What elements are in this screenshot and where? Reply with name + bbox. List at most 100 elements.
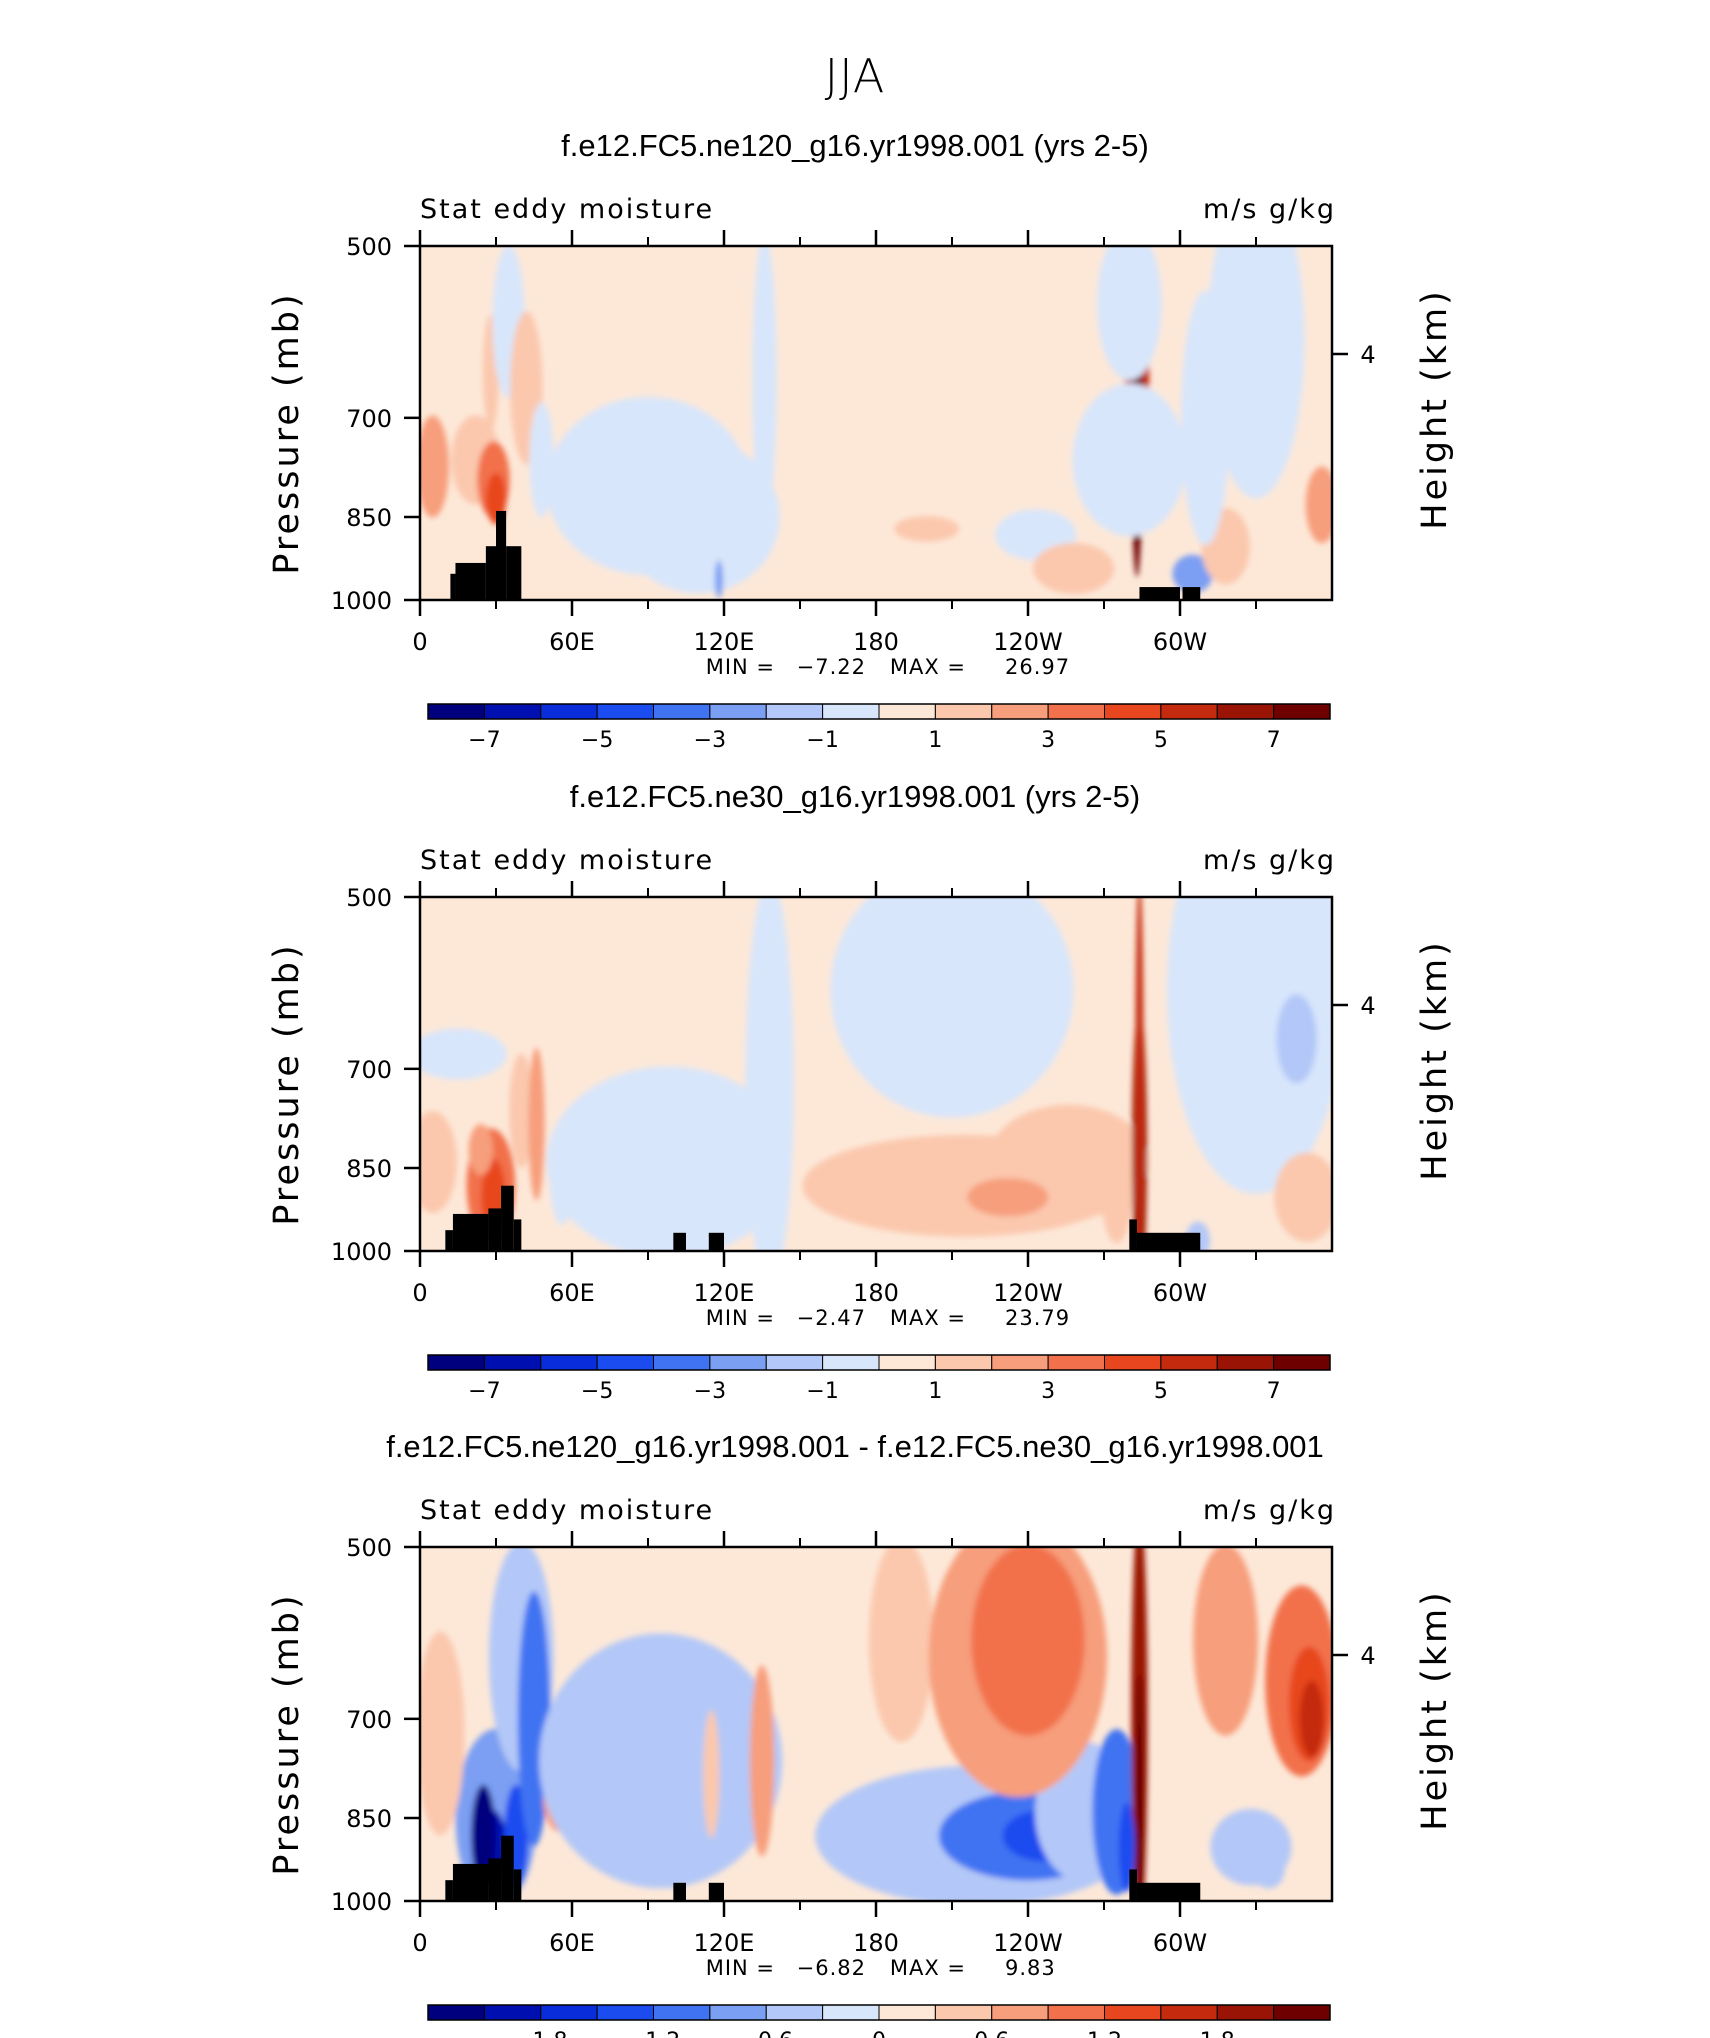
- contour-patch: [1181, 290, 1230, 546]
- contour-field: [420, 246, 1332, 599]
- colorbar-label: −1.8: [514, 2029, 567, 2038]
- contour-patch: [745, 897, 794, 1251]
- colorbar-label: 7: [1267, 728, 1281, 753]
- panel-title: f.e12.FC5.ne30_g16.yr1998.001 (yrs 2-5): [570, 779, 1140, 814]
- colorbar-box: [653, 1354, 711, 1371]
- y-axis-label: Pressure (mb): [267, 291, 307, 574]
- contour-patch: [1207, 246, 1305, 499]
- contour-patch: [528, 1047, 545, 1201]
- colorbar-label: 1.8: [1200, 2029, 1235, 2038]
- colorbar-box: [1216, 1354, 1275, 1371]
- colorbar-box: [878, 703, 936, 720]
- colorbar-box: [1160, 2004, 1218, 2021]
- contour-patch: [714, 560, 723, 599]
- min-label: MIN =: [706, 1306, 775, 1330]
- x-tick-label: 120E: [694, 1929, 755, 1957]
- contour-patch: [1072, 383, 1187, 537]
- contour-patch: [420, 1110, 457, 1213]
- topography-block: [452, 1213, 489, 1251]
- topography-block: [496, 510, 507, 600]
- colorbar-box: [1216, 2004, 1275, 2021]
- contour-patch: [539, 1633, 783, 1889]
- max-value: 26.97: [1005, 655, 1070, 679]
- colorbar-label: 7: [1267, 1379, 1281, 1404]
- topography-block: [488, 1858, 502, 1901]
- min-value: −2.47: [797, 1306, 866, 1330]
- x-tick-label: 180: [853, 1929, 899, 1957]
- colorbar-label: 5: [1154, 728, 1168, 753]
- colorbar-label: −1: [806, 728, 838, 753]
- plot-area: [420, 897, 1332, 1251]
- colorbar-box: [427, 703, 485, 720]
- colorbar-box: [1047, 2004, 1105, 2021]
- colorbar-box: [483, 703, 542, 720]
- y2-tick-label: 4: [1360, 992, 1375, 1020]
- min-value: −6.82: [797, 1956, 866, 1980]
- colorbar-box: [1104, 1354, 1162, 1371]
- y-tick-label: 850: [346, 1155, 392, 1183]
- colorbar-box: [1160, 703, 1218, 720]
- y2-axis-label: Height (km): [1415, 939, 1455, 1181]
- colorbar-box: [1273, 1354, 1331, 1371]
- contour-patch: [749, 1665, 775, 1857]
- colorbar-box: [709, 1354, 767, 1371]
- topography-block: [501, 1835, 514, 1901]
- colorbar-label: 0.6: [974, 2029, 1009, 2038]
- contour-patch: [894, 516, 960, 542]
- y-axis-label: Pressure (mb): [267, 1592, 307, 1875]
- colorbar-box: [765, 703, 824, 720]
- x-tick-label: 60E: [549, 1929, 595, 1957]
- contour-patch: [1135, 1672, 1144, 1901]
- topography-block: [1136, 1882, 1201, 1901]
- colorbar: −7 −5 −3 −1 1 3 5 7: [427, 1354, 1331, 1404]
- contour-patch: [1274, 1152, 1332, 1242]
- contour-patch: [1033, 542, 1115, 594]
- contour-patch: [1299, 1680, 1324, 1758]
- colorbar-box: [596, 703, 654, 720]
- colorbar-box: [822, 2004, 880, 2021]
- y-tick-label: 1000: [331, 1238, 392, 1266]
- colorbar-box: [765, 2004, 824, 2021]
- topography-block: [708, 1882, 724, 1901]
- contour-patch: [617, 440, 780, 594]
- colorbar-box: [427, 1354, 485, 1371]
- x-tick-label: 180: [853, 628, 899, 656]
- x-tick-label: 0: [412, 628, 427, 656]
- y-tick-label: 700: [346, 1056, 392, 1084]
- colorbar: −1.8 −1.2 −0.6 0 0.6 1.2 1.8: [427, 2004, 1331, 2038]
- colorbar-box: [483, 1354, 542, 1371]
- topography-block: [1129, 1219, 1137, 1251]
- panel-2: f.e12.FC5.ne30_g16.yr1998.001 (yrs 2-5) S…: [267, 779, 1455, 1404]
- colorbar-label: 1: [928, 728, 942, 753]
- colorbar-box: [427, 2004, 485, 2021]
- colorbar-box: [1104, 2004, 1162, 2021]
- topography-block: [708, 1232, 724, 1251]
- topography-block: [450, 573, 456, 600]
- y-axis-label: Pressure (mb): [267, 942, 307, 1225]
- panel-title: f.e12.FC5.ne120_g16.yr1998.001 (yrs 2-5): [561, 128, 1149, 163]
- colorbar-label: −0.6: [740, 2029, 793, 2038]
- y-tick-label: 700: [346, 1706, 392, 1734]
- y-tick-label: 500: [346, 1534, 392, 1562]
- topography-block: [673, 1232, 686, 1251]
- colorbar-box: [1047, 703, 1105, 720]
- contour-patch: [1193, 1547, 1259, 1736]
- colorbar: −7 −5 −3 −1 1 3 5 7: [427, 703, 1331, 753]
- x-tick-label: 0: [412, 1929, 427, 1957]
- colorbar-box: [1104, 703, 1162, 720]
- x-tick-label: 60E: [549, 1279, 595, 1307]
- y-tick-label: 850: [346, 1805, 392, 1833]
- colorbar-frame: [427, 1354, 1331, 1371]
- colorbar-box: [709, 2004, 767, 2021]
- colorbar-box: [653, 703, 711, 720]
- colorbar-box: [934, 1354, 993, 1371]
- contour-patch: [420, 1631, 465, 1836]
- topography-block: [452, 1863, 489, 1901]
- colorbar-label: 3: [1041, 1379, 1055, 1404]
- x-tick-label: 60W: [1153, 1279, 1207, 1307]
- contour-patch: [868, 1547, 934, 1743]
- contour-patch: [546, 1066, 790, 1251]
- x-tick-label: 60E: [549, 628, 595, 656]
- colorbar-label: −5: [581, 728, 613, 753]
- colorbar-label: −1.2: [627, 2029, 680, 2038]
